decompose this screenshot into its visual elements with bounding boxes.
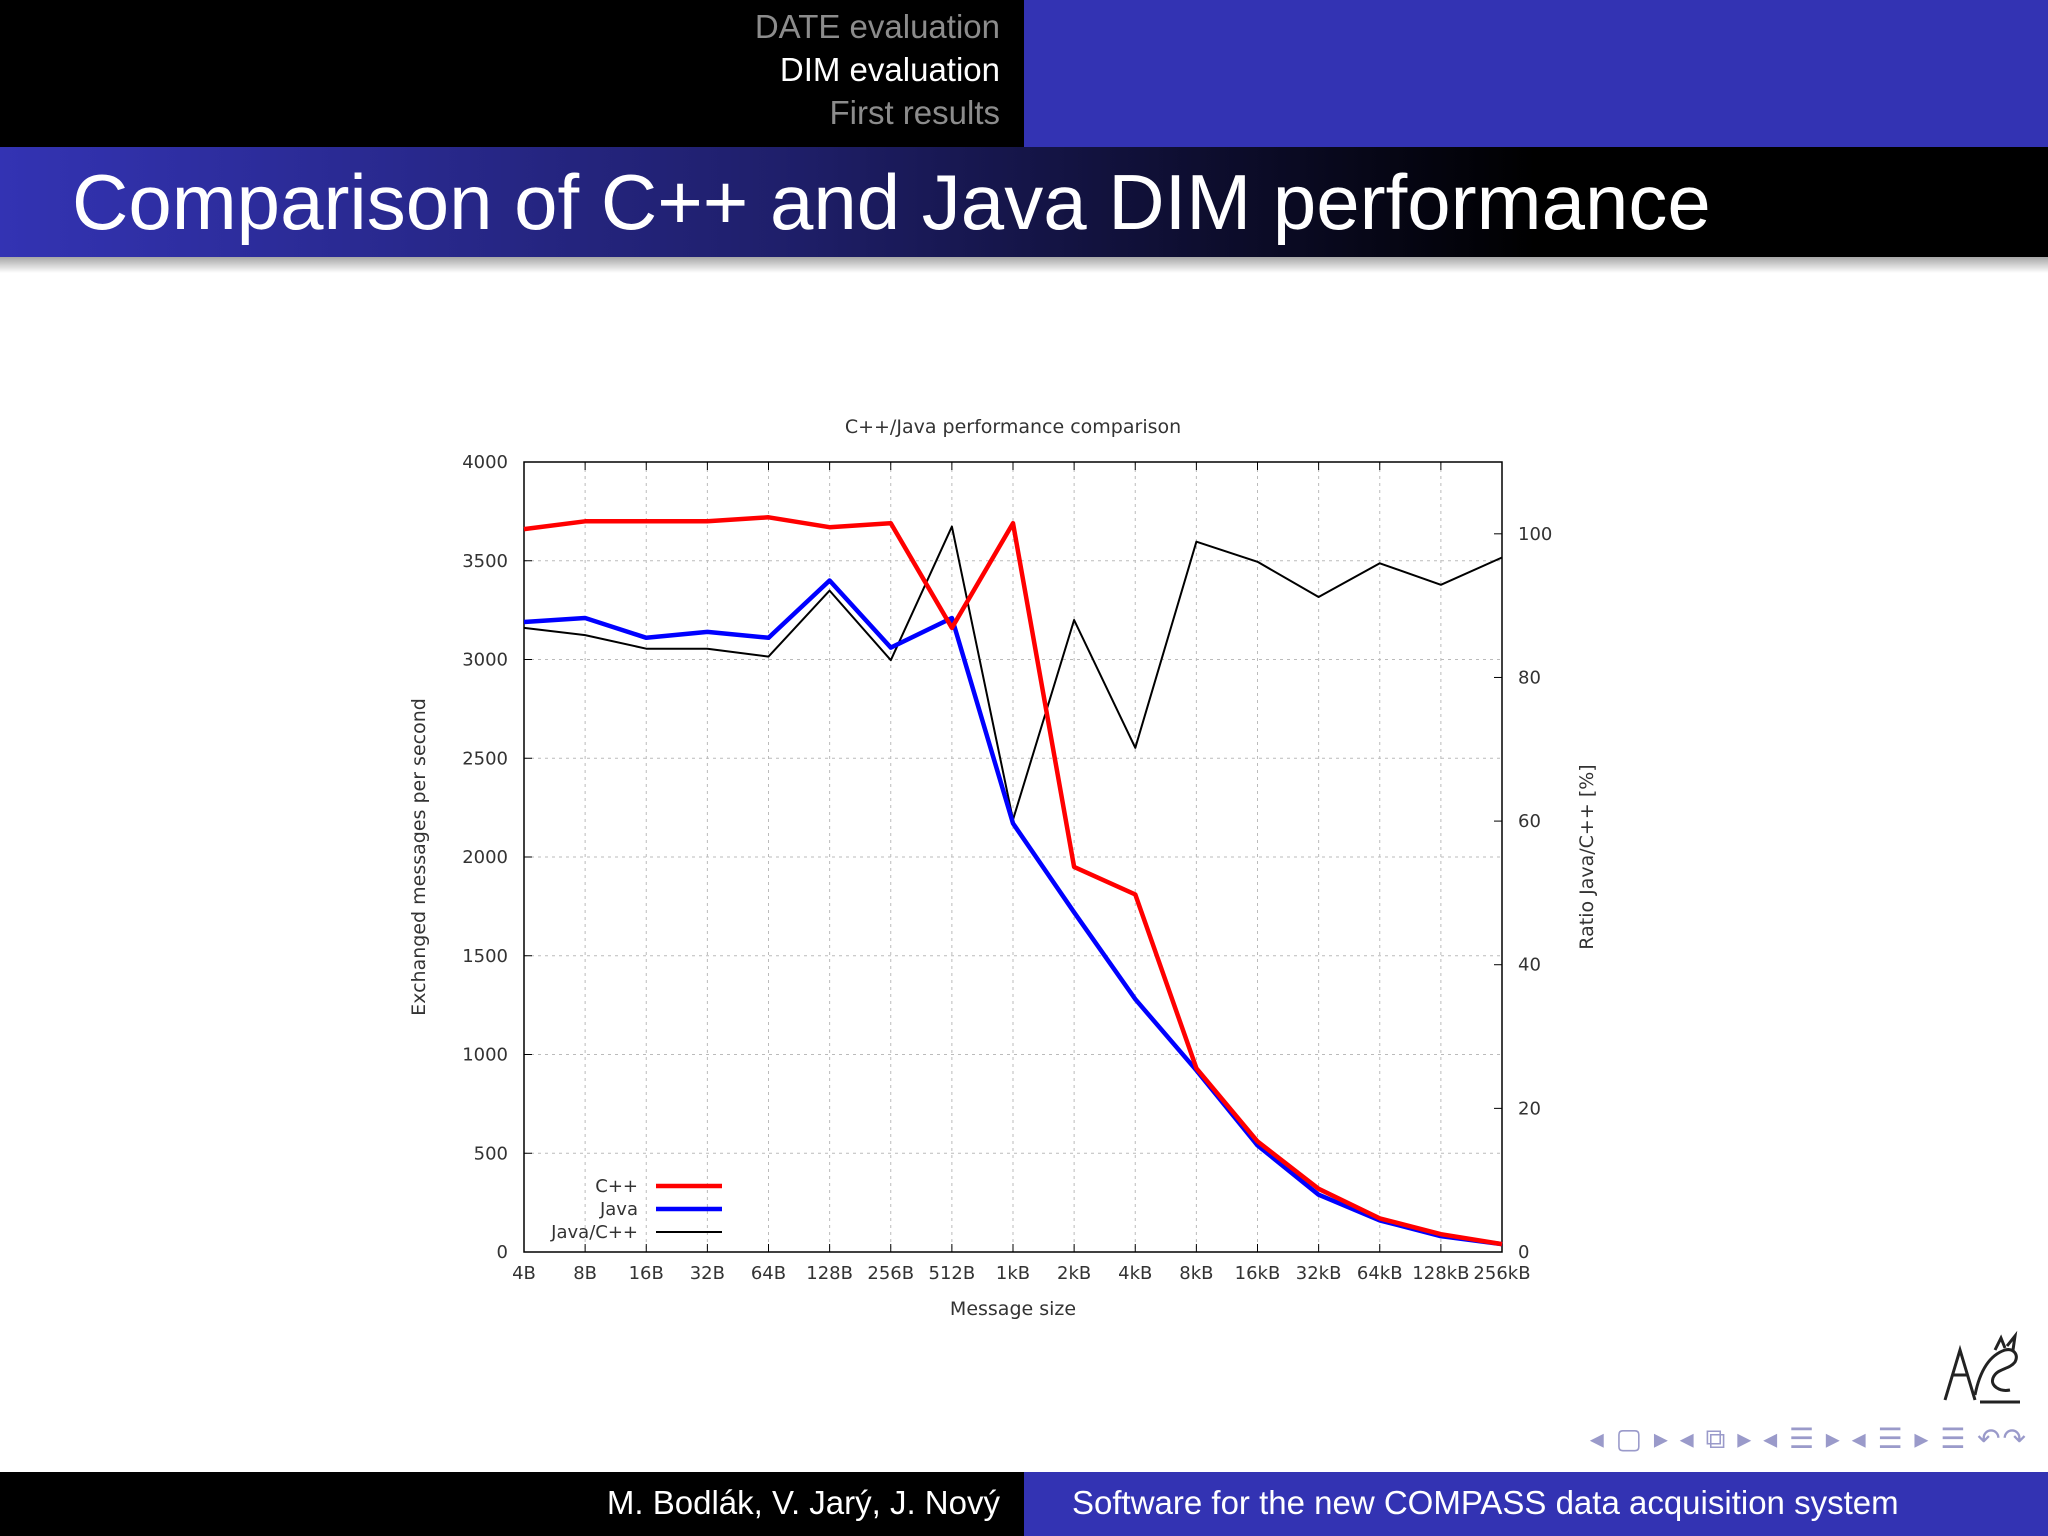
- y-tick-label: 1000: [462, 1045, 508, 1066]
- x-tick-label: 32kB: [1296, 1263, 1342, 1284]
- beamer-navigation-controls[interactable]: ◂ ▢ ▸ ◂ ⧉ ▸ ◂ ☰ ▸ ◂ ☰ ▸ ☰ ↶↷: [1589, 1423, 2028, 1454]
- legend-label: Java: [599, 1199, 638, 1220]
- y2-tick-label: 80: [1518, 667, 1541, 688]
- chart-title: C++/Java performance comparison: [845, 416, 1181, 438]
- y-tick-label: 2500: [462, 748, 508, 769]
- y-tick-label: 1500: [462, 946, 508, 967]
- x-tick-label: 64kB: [1357, 1263, 1403, 1284]
- x-tick-label: 4kB: [1118, 1263, 1152, 1284]
- y2-axis-label: Ratio Java/C++ [%]: [1576, 764, 1598, 949]
- x-axis-ticks: 4B 8B 16B 32B 64B 128B 256B 512B 1kB 2kB 4kB 8kB 16k…: [512, 462, 1531, 1284]
- x-tick-label: 8kB: [1179, 1263, 1213, 1284]
- footer-authors: M. Bodlák, V. Jarý, J. Nový: [606, 1484, 1000, 1521]
- title-bar: Comparison of C++ and Java DIM performan…: [0, 147, 2048, 257]
- x-tick-label: 16kB: [1235, 1263, 1281, 1284]
- x-tick-label: 512B: [929, 1263, 976, 1284]
- y2-tick-label: 0: [1518, 1242, 1529, 1263]
- y2-axis-ticks: 0 20 40 60 80 100: [1494, 524, 1552, 1263]
- footer-talk-title: Software for the new COMPASS data acquis…: [1072, 1484, 1899, 1521]
- chart-grid: [524, 462, 1502, 1252]
- y-tick-label: 2000: [462, 847, 508, 868]
- y-tick-label: 3000: [462, 650, 508, 671]
- y2-tick-label: 100: [1518, 524, 1552, 545]
- footer-authors-panel: M. Bodlák, V. Jarý, J. Nový: [0, 1472, 1024, 1536]
- title-shadow: [0, 257, 2048, 273]
- header-section-nav: DATE evaluation DIM evaluation First res…: [0, 0, 1024, 147]
- y2-tick-label: 60: [1518, 811, 1541, 832]
- nav-section-first-results[interactable]: First results: [829, 94, 1000, 131]
- y2-tick-label: 20: [1518, 1098, 1541, 1119]
- footer-title-panel: Software for the new COMPASS data acquis…: [1024, 1472, 2048, 1536]
- x-tick-label: 256kB: [1473, 1263, 1530, 1284]
- x-tick-label: 128B: [806, 1263, 853, 1284]
- x-tick-label: 2kB: [1057, 1263, 1091, 1284]
- y-axis-ticks: 0 500 1000 1500 2000 2500 3000 3500 4000: [462, 452, 532, 1263]
- university-lion-logo: [1943, 1330, 2020, 1404]
- legend-label: C++: [595, 1176, 638, 1197]
- chart-series: [523, 515, 1503, 1247]
- y-tick-label: 0: [497, 1242, 508, 1263]
- y-tick-label: 3500: [462, 551, 508, 572]
- y2-tick-label: 40: [1518, 955, 1541, 976]
- x-tick-label: 4B: [512, 1263, 536, 1284]
- series-line-java: [523, 578, 1503, 1247]
- x-axis-label: Message size: [950, 1298, 1076, 1320]
- series-line-c: [523, 515, 1503, 1247]
- header-right-panel: [1024, 0, 2048, 147]
- x-tick-label: 256B: [867, 1263, 914, 1284]
- y-tick-label: 4000: [462, 452, 508, 473]
- slide-title: Comparison of C++ and Java DIM performan…: [72, 158, 1711, 246]
- x-tick-label: 128kB: [1412, 1263, 1469, 1284]
- nav-section-date-evaluation[interactable]: DATE evaluation: [754, 8, 1000, 45]
- y-tick-label: 500: [474, 1143, 508, 1164]
- x-tick-label: 64B: [751, 1263, 786, 1284]
- x-tick-label: 16B: [629, 1263, 664, 1284]
- y-axis-label: Exchanged messages per second: [408, 698, 430, 1016]
- x-tick-label: 32B: [690, 1263, 725, 1284]
- nav-section-dim-evaluation[interactable]: DIM evaluation: [779, 51, 1000, 88]
- legend-label: Java/C++: [550, 1222, 638, 1243]
- performance-chart: 4B 8B 16B 32B 64B 128B 256B 512B 1kB 2kB 4kB 8kB 16k…: [408, 416, 1598, 1320]
- x-tick-label: 8B: [573, 1263, 597, 1284]
- x-tick-label: 1kB: [996, 1263, 1030, 1284]
